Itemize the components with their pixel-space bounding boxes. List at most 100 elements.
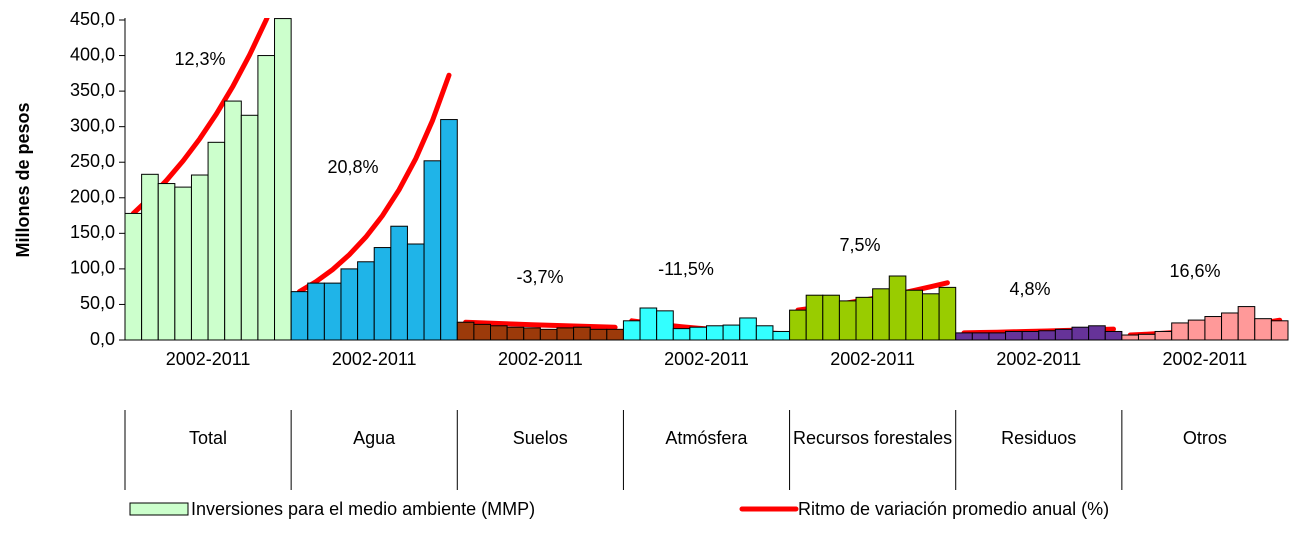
bar bbox=[606, 328, 624, 341]
period-label: 2002-2011 bbox=[1163, 349, 1248, 369]
y-tick-label: 0,0 bbox=[90, 329, 115, 349]
bar bbox=[506, 326, 525, 341]
y-tick-label: 200,0 bbox=[70, 187, 115, 207]
bar bbox=[855, 296, 874, 341]
y-tick-label: 400,0 bbox=[70, 44, 115, 64]
bar bbox=[589, 328, 608, 341]
y-tick-label: 50,0 bbox=[80, 293, 115, 313]
bar bbox=[274, 18, 292, 341]
period-label: 2002-2011 bbox=[664, 349, 749, 369]
bar bbox=[390, 225, 408, 341]
bar bbox=[307, 282, 325, 341]
y-axis-label: Millones de pesos bbox=[13, 102, 33, 257]
bar bbox=[955, 332, 973, 341]
bar bbox=[772, 330, 791, 341]
bar bbox=[1137, 333, 1156, 341]
bar bbox=[971, 332, 990, 341]
bar bbox=[1071, 326, 1090, 341]
bar bbox=[905, 289, 923, 341]
bar bbox=[622, 320, 641, 341]
rate-label: 20,8% bbox=[327, 157, 378, 177]
bar bbox=[672, 328, 691, 341]
bar bbox=[722, 324, 741, 341]
bar bbox=[373, 247, 392, 341]
rate-label: 7,5% bbox=[839, 235, 880, 255]
period-label: 2002-2011 bbox=[498, 349, 583, 369]
bar bbox=[290, 291, 309, 341]
bar bbox=[789, 309, 807, 341]
rate-label: 4,8% bbox=[1009, 279, 1050, 299]
bar bbox=[706, 325, 724, 341]
bar bbox=[124, 212, 143, 341]
bar bbox=[523, 327, 541, 341]
bar bbox=[473, 323, 492, 341]
y-tick-label: 100,0 bbox=[70, 258, 115, 278]
category-label: Total bbox=[188, 428, 228, 448]
bar bbox=[157, 183, 176, 341]
bar bbox=[1104, 330, 1123, 341]
bar bbox=[1121, 334, 1139, 341]
bar bbox=[1204, 316, 1223, 341]
bar bbox=[822, 294, 840, 341]
bar bbox=[1088, 325, 1106, 341]
bar bbox=[440, 119, 458, 341]
bar bbox=[556, 327, 575, 341]
bar bbox=[1270, 320, 1289, 341]
bar bbox=[1005, 330, 1023, 341]
rate-label: -11,5% bbox=[658, 259, 714, 279]
plot-area bbox=[130, 18, 1283, 338]
bar bbox=[639, 307, 658, 341]
bar bbox=[323, 282, 342, 341]
period-label: 2002-2011 bbox=[830, 349, 915, 369]
bar bbox=[938, 286, 957, 341]
trend-line bbox=[463, 319, 618, 330]
y-tick-label: 350,0 bbox=[70, 80, 115, 100]
bar bbox=[340, 268, 359, 341]
bar bbox=[689, 326, 708, 341]
y-tick-label: 150,0 bbox=[70, 222, 115, 242]
y-tick-label: 300,0 bbox=[70, 115, 115, 135]
bar bbox=[539, 328, 558, 341]
y-tick-label: 250,0 bbox=[70, 151, 115, 171]
bar bbox=[573, 326, 591, 341]
bar bbox=[656, 310, 674, 341]
bar bbox=[207, 141, 226, 341]
bar bbox=[1171, 322, 1189, 341]
bar bbox=[190, 174, 209, 341]
bar bbox=[240, 114, 259, 341]
bar bbox=[357, 261, 375, 341]
bar bbox=[174, 186, 192, 341]
bar bbox=[1254, 318, 1272, 341]
category-label: Atmósfera bbox=[665, 428, 748, 448]
category-label: Residuos bbox=[1001, 428, 1077, 448]
bar bbox=[141, 173, 159, 341]
rate-label: 16,6% bbox=[1169, 261, 1220, 281]
bar bbox=[1221, 312, 1239, 341]
bar bbox=[1054, 328, 1073, 341]
bar bbox=[257, 55, 276, 341]
bar bbox=[888, 275, 907, 341]
rate-label: 12,3% bbox=[174, 49, 225, 69]
bar bbox=[490, 325, 508, 341]
bar bbox=[1187, 319, 1206, 341]
bar bbox=[456, 321, 475, 341]
bar bbox=[1154, 330, 1173, 341]
period-label: 2002-2011 bbox=[166, 349, 251, 369]
trend-line bbox=[296, 72, 452, 295]
category-label: Recursos forestales bbox=[793, 428, 953, 448]
period-label: 2002-2011 bbox=[996, 349, 1081, 369]
bar bbox=[988, 332, 1007, 341]
bar bbox=[921, 293, 940, 341]
legend-swatch bbox=[129, 502, 189, 516]
bar bbox=[739, 317, 757, 341]
bar bbox=[224, 100, 242, 341]
bar bbox=[1237, 306, 1256, 341]
legend-label: Inversiones para el medio ambiente (MMP) bbox=[191, 499, 535, 519]
bar bbox=[872, 288, 890, 341]
bar bbox=[423, 160, 442, 341]
bar bbox=[805, 294, 824, 341]
bar bbox=[1021, 330, 1040, 341]
y-tick-label: 450,0 bbox=[70, 9, 115, 29]
bar bbox=[406, 243, 425, 341]
